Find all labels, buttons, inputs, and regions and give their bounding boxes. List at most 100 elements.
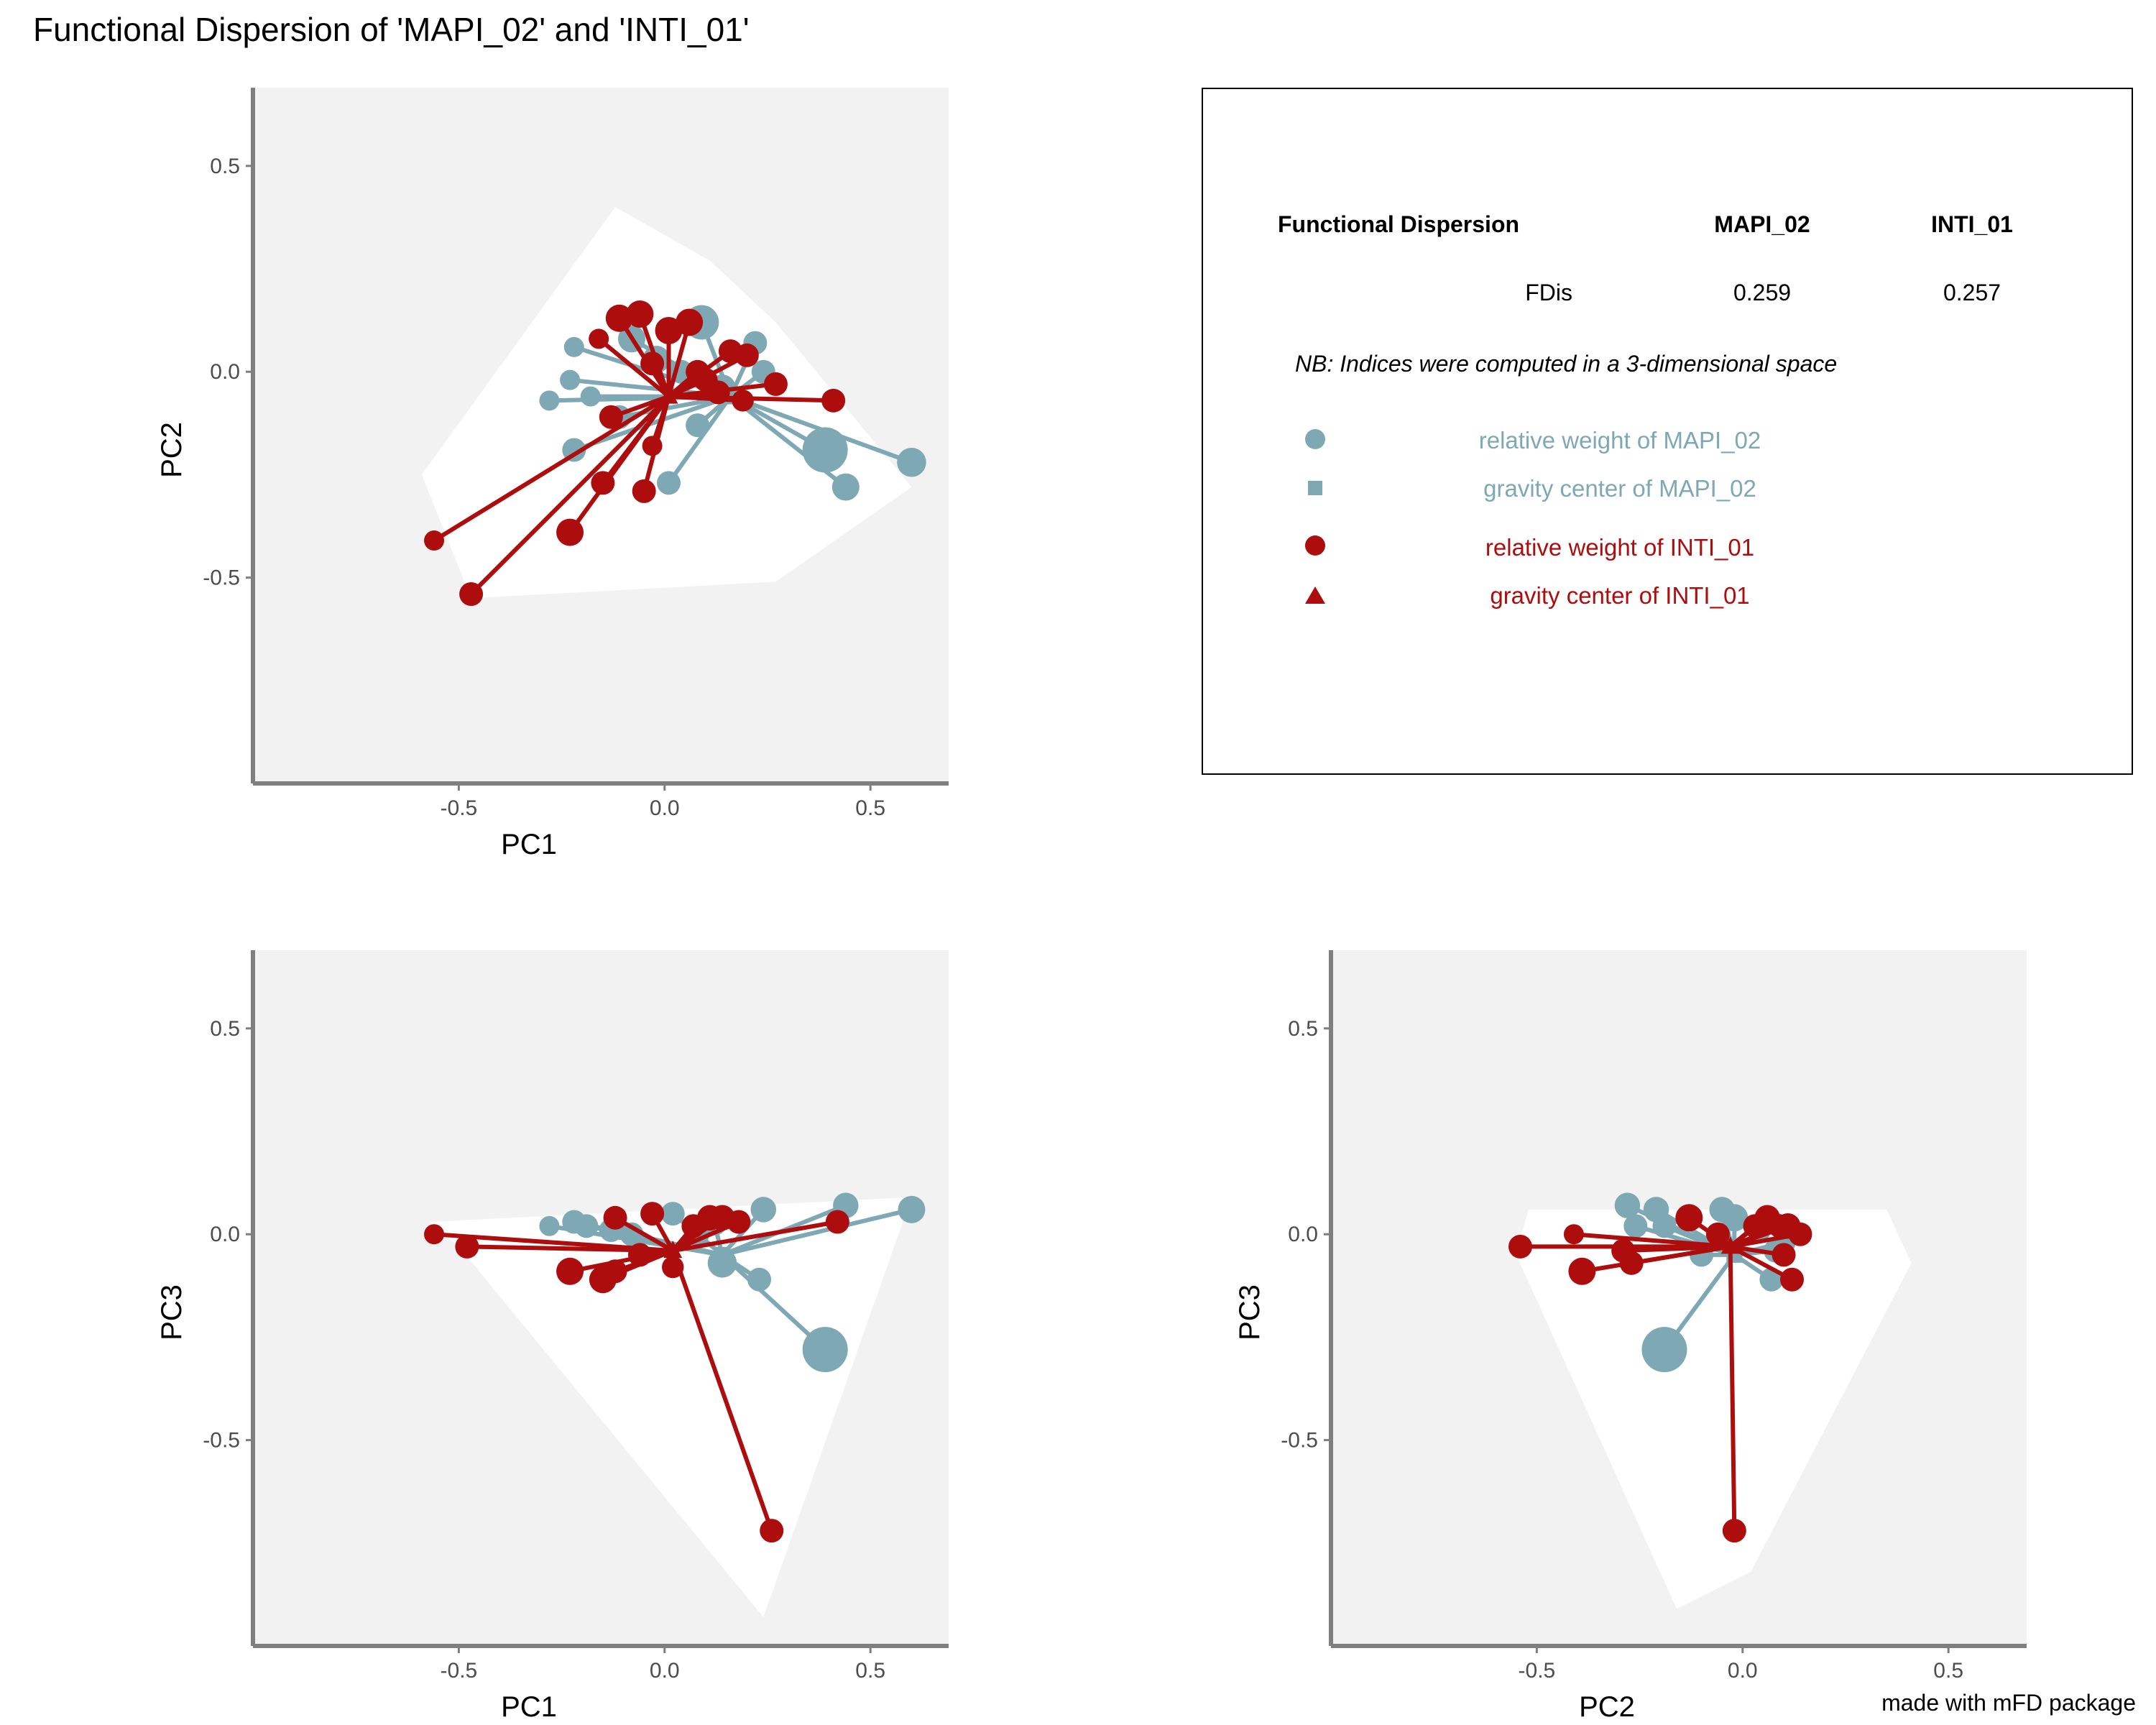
x-tick-label: 0.5	[855, 1659, 885, 1683]
species-point	[1619, 1251, 1644, 1275]
credit-note: made with mFD package	[1881, 1690, 2136, 1716]
species-point	[627, 1243, 652, 1267]
species-point	[1780, 1267, 1805, 1292]
panel-pc1-pc3: -0.5 0.0 0.5 -0.5 0.0 0.5 PC1 PC3	[156, 950, 949, 1723]
species-point	[821, 388, 846, 413]
species-point	[1675, 1204, 1703, 1232]
dispersion-segment	[432, 394, 671, 543]
species-point	[747, 1267, 772, 1292]
species-point	[686, 359, 710, 384]
y-tick-label: -0.5	[1281, 1429, 1318, 1453]
species-point	[556, 1257, 584, 1285]
gravity-center-marker	[1720, 1236, 1740, 1254]
species-point	[1614, 1192, 1641, 1218]
species-point	[750, 1197, 776, 1223]
species-point	[732, 390, 754, 412]
legend-header-mapi: MAPI_02	[1714, 211, 1810, 237]
species-point	[563, 336, 584, 357]
legend-fdis-inti: 0.257	[1943, 280, 2001, 305]
series-inti-01	[424, 300, 846, 607]
species-point	[661, 1256, 684, 1279]
species-point	[1568, 1257, 1596, 1285]
species-point	[1508, 1234, 1532, 1259]
species-point	[1720, 1204, 1749, 1232]
species-point	[657, 471, 681, 495]
dispersion-segment	[1728, 1244, 1737, 1533]
legend-header-inti: INTI_01	[1931, 211, 2013, 237]
species-point	[1641, 1327, 1687, 1373]
species-point	[1788, 1222, 1812, 1246]
y-axis-title: PC3	[1234, 1284, 1266, 1340]
gravity-center-marker	[714, 1246, 730, 1263]
species-point	[1722, 1519, 1746, 1543]
legend-item-mapi-center: gravity center of MAPI_02	[1483, 475, 1756, 502]
species-point	[640, 351, 665, 376]
species-point	[727, 1210, 751, 1234]
species-point	[802, 1327, 848, 1373]
dispersion-segment	[1629, 1244, 1733, 1266]
dispersion-segment	[719, 1207, 914, 1257]
species-point	[897, 447, 926, 477]
y-axis-title: PC2	[156, 422, 188, 478]
figure-title: Functional Dispersion of 'MAPI_02' and '…	[33, 11, 750, 48]
x-axis-title: PC2	[1579, 1691, 1635, 1723]
species-point	[1772, 1243, 1796, 1267]
species-point	[1563, 1224, 1584, 1245]
species-point	[589, 328, 609, 349]
species-point	[580, 386, 601, 407]
y-tick-label: 0.0	[210, 1223, 240, 1246]
species-point	[760, 1519, 784, 1543]
species-point	[424, 530, 445, 551]
series-inti-01	[424, 1202, 849, 1543]
species-point	[455, 1234, 479, 1259]
dispersion-segment	[1621, 1244, 1733, 1254]
species-point	[424, 1224, 445, 1245]
x-tick-label: 0.5	[1933, 1659, 1963, 1683]
species-point	[640, 1202, 665, 1226]
y-tick-label: 0.5	[1288, 1017, 1318, 1041]
species-point	[603, 1259, 627, 1284]
species-point	[459, 582, 484, 607]
gravity-center-marker	[663, 1241, 683, 1259]
dispersion-segment	[469, 394, 671, 597]
species-point	[825, 1210, 849, 1234]
dispersion-segment	[1571, 1232, 1733, 1249]
species-point	[539, 390, 560, 411]
species-point	[655, 316, 683, 344]
dispersion-segment	[600, 394, 671, 485]
x-axis-title: PC1	[501, 829, 557, 860]
convex-hull	[1516, 1209, 1912, 1609]
species-point	[660, 1202, 685, 1226]
legend-box: Functional Dispersion MAPI_02 INTI_01 FD…	[1202, 88, 2133, 775]
species-point	[1652, 1214, 1677, 1238]
species-point	[898, 1195, 926, 1223]
panel-pc2-pc3: -0.5 0.0 0.5 -0.5 0.0 0.5 PC2 PC3	[1234, 950, 2027, 1723]
dispersion-segment	[666, 394, 733, 485]
x-axis-title: PC1	[501, 1691, 557, 1723]
legend-symbol-mapi-center	[1308, 481, 1322, 495]
species-point	[560, 369, 581, 390]
gravity-center-marker	[659, 386, 678, 404]
species-point	[831, 473, 860, 501]
panel-pc1-pc2: -0.5 0.0 0.5 -0.5 0.0 0.5 PC1 PC2	[156, 88, 949, 860]
species-point	[763, 372, 788, 396]
dispersion-segment	[719, 1252, 828, 1352]
species-point	[1705, 1222, 1730, 1246]
y-tick-label: 0.5	[210, 1017, 240, 1041]
dispersion-segment	[596, 336, 671, 399]
species-point	[591, 471, 615, 495]
y-tick-label: 0.0	[1288, 1223, 1318, 1246]
legend-item-inti-weight: relative weight of INTI_01	[1485, 534, 1755, 561]
species-point	[556, 518, 584, 546]
legend-note: NB: Indices were computed in a 3-dimensi…	[1295, 351, 1838, 377]
y-tick-label: 0.0	[210, 360, 240, 384]
legend-header-label: Functional Dispersion	[1278, 211, 1520, 237]
x-tick-label: -0.5	[441, 796, 478, 820]
species-point	[686, 413, 710, 438]
legend-fdis-mapi: 0.259	[1733, 280, 1792, 305]
legend-item-mapi-weight: relative weight of MAPI_02	[1478, 427, 1761, 454]
species-point	[539, 1215, 560, 1236]
y-tick-label: -0.5	[203, 566, 240, 590]
legend-symbol-mapi-weight	[1305, 429, 1325, 449]
species-point	[706, 380, 730, 405]
